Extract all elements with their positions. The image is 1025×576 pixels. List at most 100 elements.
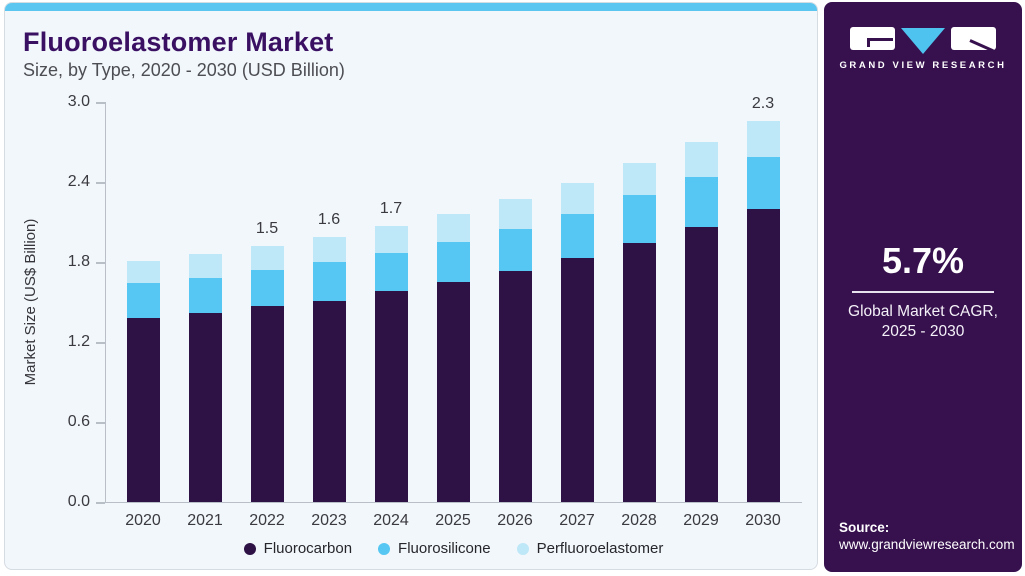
x-tick-label-2020: 2020 [125,512,161,529]
chart-card: Fluoroelastomer Market Size, by Type, 20… [4,2,818,570]
bar-2028 [622,163,656,502]
x-tick-label-2022: 2022 [249,512,285,529]
legend-item-perfluoroelastomer: Perfluoroelastomer [516,540,664,557]
legend-label: Fluorocarbon [263,540,353,557]
x-tick-label-2028: 2028 [621,512,657,529]
bar-segment-fluorocarbon-2027 [560,258,594,502]
brand-sidebar: GRAND VIEW RESEARCH 5.7% Global Market C… [824,2,1022,572]
y-tick-label: 1.2 [67,333,90,350]
bar-2024: 1.7 [374,200,408,502]
y-tick-label: 0.0 [67,493,90,510]
x-tick-label-2025: 2025 [435,512,471,529]
bar-segment-fluorosilicone-2030 [746,156,780,209]
bar-segment-perfluoroelastomer-2023 [312,236,346,262]
bar-2030: 2.3 [746,95,780,502]
bar-segment-perfluoroelastomer-2026 [498,199,532,229]
bar-segment-perfluoroelastomer-2024 [374,226,408,253]
bar-chart-plot: Market Size (US$ Billion) 0.0 0.6 1.2 1.8 2.… [22,93,802,529]
y-tick-mark [96,182,105,184]
bar-segment-perfluoroelastomer-2021 [188,254,222,278]
bar-segment-fluorocarbon-2023 [312,300,346,502]
y-axis-title: Market Size (US$ Billion) [22,218,39,386]
cagr-caption-line2: 2025 - 2030 [881,322,965,340]
legend-dot-icon [378,542,391,555]
cagr-value: 5.7% [881,240,965,281]
bar-segment-fluorocarbon-2022 [250,306,284,502]
bar-segment-fluorocarbon-2029 [684,227,718,502]
bar-segment-fluorocarbon-2030 [746,208,780,502]
legend-label: Perfluoroelastomer [536,540,664,557]
y-tick-label: 0.6 [67,413,90,430]
bar-value-label-2023: 1.6 [317,210,341,228]
x-tick-label-2026: 2026 [497,512,533,529]
bar-segment-fluorosilicone-2021 [188,278,222,313]
gvr-logo-g-block [850,27,895,50]
bar-segment-fluorosilicone-2023 [312,262,346,301]
bar-segment-perfluoroelastomer-2029 [684,142,718,177]
legend-item-fluorosilicone: Fluorosilicone [378,540,491,557]
gvr-logo-v-triangle-icon [901,28,945,54]
source-block: Source: www.grandviewresearch.com [839,520,1015,552]
x-tick-label-2024: 2024 [373,512,409,529]
bar-segment-fluorocarbon-2020 [126,317,160,502]
top-accent-stripe [5,3,817,11]
bar-segment-fluorocarbon-2021 [188,312,222,502]
y-tick-mark [96,502,105,504]
bar-segment-fluorosilicone-2020 [126,283,160,318]
bar-segment-fluorosilicone-2025 [436,242,470,282]
bar-2021 [188,254,222,502]
gvr-logo [824,27,1022,54]
bar-segment-perfluoroelastomer-2027 [560,183,594,214]
y-tick-label: 3.0 [67,93,90,110]
x-tick-label-2021: 2021 [187,512,223,529]
bar-2023: 1.6 [312,211,346,502]
bar-segment-fluorosilicone-2028 [622,195,656,244]
bar-2026 [498,199,532,502]
source-url: www.grandviewresearch.com [839,537,1015,552]
gvr-logo-r-block [951,27,996,50]
y-tick-mark [96,102,105,104]
x-tick-label-2029: 2029 [683,512,719,529]
bar-segment-fluorocarbon-2028 [622,243,656,502]
bar-segment-fluorosilicone-2029 [684,176,718,228]
chart-legend: Fluorocarbon Fluorosilicone Perfluoroelast… [105,540,802,557]
bar-segment-fluorosilicone-2024 [374,252,408,292]
x-tick-label-2023: 2023 [311,512,347,529]
bar-segment-fluorosilicone-2026 [498,228,532,272]
x-tick-label-2030: 2030 [745,512,781,529]
bar-2027 [560,183,594,502]
bar-segment-fluorosilicone-2022 [250,270,284,306]
gvr-logo-wordmark: GRAND VIEW RESEARCH [839,60,1007,71]
page-title: Fluoroelastomer Market [23,27,334,57]
legend-label: Fluorosilicone [398,540,491,557]
legend-item-fluorocarbon: Fluorocarbon [243,540,353,557]
bar-segment-perfluoroelastomer-2025 [436,214,470,242]
y-tick-mark [96,422,105,424]
cagr-caption: Global Market CAGR, 2025 - 2030 [824,302,1022,342]
bar-segment-perfluoroelastomer-2022 [250,246,284,270]
bar-segment-perfluoroelastomer-2020 [126,260,160,284]
cagr-caption-line1: Global Market CAGR, [848,302,998,320]
bar-segment-perfluoroelastomer-2030 [746,120,780,157]
bar-segment-perfluoroelastomer-2028 [622,163,656,196]
bar-2025 [436,214,470,502]
bar-value-label-2022: 1.5 [255,220,279,237]
legend-dot-icon [243,542,256,555]
bar-segment-fluorocarbon-2024 [374,291,408,502]
bar-value-label-2030: 2.3 [751,94,775,112]
x-tick-label-2027: 2027 [559,512,595,529]
legend-dot-icon [516,542,529,555]
source-label: Source: [839,520,890,535]
bar-segment-fluorocarbon-2026 [498,271,532,502]
y-tick-mark [96,262,105,264]
page-subtitle: Size, by Type, 2020 - 2030 (USD Billion) [23,60,345,80]
bar-2029 [684,142,718,502]
y-tick-label: 2.4 [67,173,90,190]
bar-value-label-2024: 1.7 [379,200,403,217]
y-tick-label: 1.8 [67,253,90,270]
cagr-divider [852,291,994,293]
y-tick-mark [96,342,105,344]
bar-2020 [126,260,160,502]
bar-segment-fluorosilicone-2027 [560,214,594,258]
bar-2022: 1.5 [250,220,284,502]
